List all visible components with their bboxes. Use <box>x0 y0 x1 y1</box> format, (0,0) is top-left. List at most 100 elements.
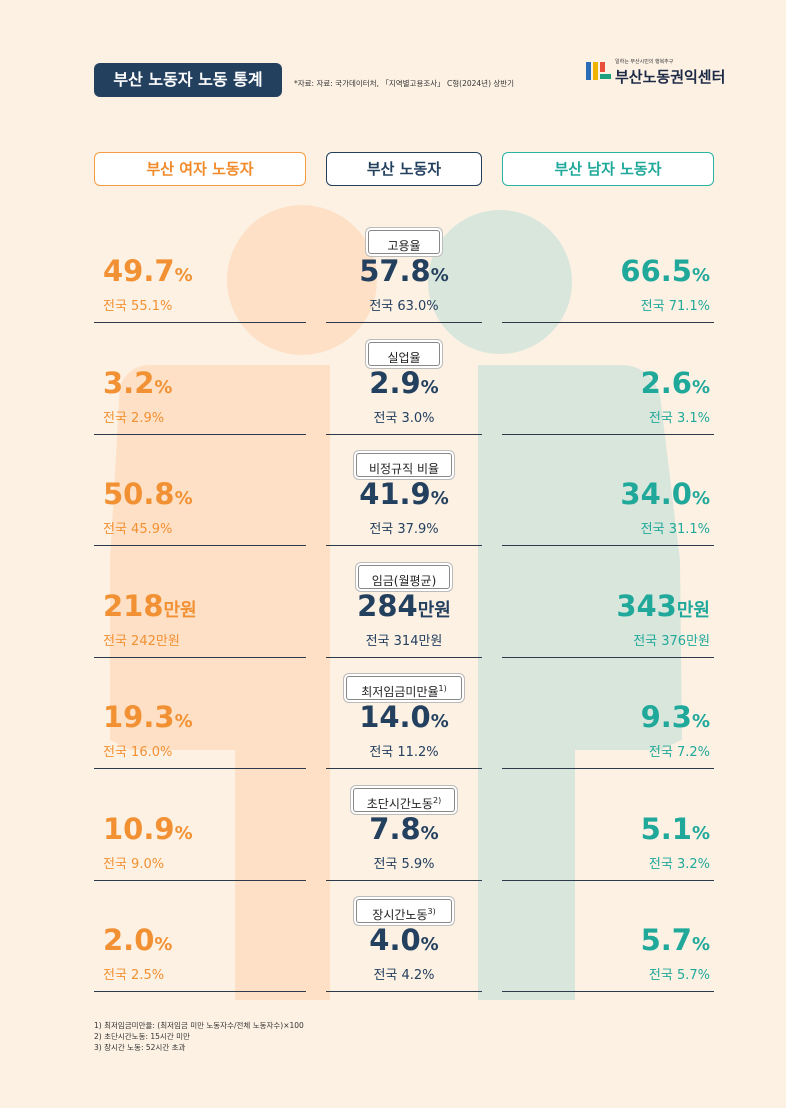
busan-value: 57.8% <box>326 254 482 288</box>
value-number: 66.5 <box>620 254 692 288</box>
value-number: 14.0 <box>359 700 431 734</box>
value-number: 2.0 <box>103 923 155 957</box>
value-unit: % <box>154 934 173 955</box>
footnote: 2) 초단시간노동: 15시간 미만 <box>94 1032 190 1041</box>
footnote: 3) 장시간 노동: 52시간 초과 <box>94 1043 186 1052</box>
value-unit: % <box>691 934 710 955</box>
logo-name: 부산노동권익센터 <box>615 68 726 86</box>
female-value: 218만원 <box>103 589 197 623</box>
busan-national-value: 전국 3.0% <box>373 410 435 426</box>
value-number: 34.0 <box>620 477 692 511</box>
male-value: 343만원 <box>502 589 710 623</box>
column-header-male: 부산 남자 노동자 <box>502 152 714 186</box>
row-divider <box>502 768 714 769</box>
value-unit: % <box>154 376 173 398</box>
male-value: 66.5% <box>502 254 710 288</box>
stat-label-text: 최저임금미만율 <box>361 685 439 699</box>
busan-national-value: 전국 63.0% <box>369 299 439 314</box>
column-header-female: 부산 여자 노동자 <box>94 152 306 186</box>
male-value: 5.7% <box>502 923 710 957</box>
logo-mark-icon <box>586 62 611 80</box>
value-unit: % <box>420 822 439 844</box>
busan-national-value: 전국 11.2% <box>369 745 439 760</box>
column-header-busan: 부산 노동자 <box>326 152 482 186</box>
value-number: 41.9 <box>359 477 431 511</box>
male-national-value: 전국 31.1% <box>640 522 710 537</box>
row-divider <box>94 991 306 992</box>
value-unit: % <box>430 711 449 732</box>
row-divider <box>94 322 306 323</box>
footnote-marker: 3) <box>427 907 436 916</box>
value-unit: % <box>174 822 193 844</box>
male-value: 5.1% <box>502 812 710 846</box>
row-divider <box>326 768 482 769</box>
female-national-value: 전국 55.1% <box>103 299 173 314</box>
stat-label-text: 장시간노동 <box>372 908 428 922</box>
stat-label: 초단시간노동2) <box>353 787 455 812</box>
male-national-value: 전국 71.1% <box>640 299 710 314</box>
busan-national-value: 전국 4.2% <box>373 968 435 983</box>
stat-label-text: 고용율 <box>387 239 421 253</box>
footnote-marker: 2) <box>433 795 442 805</box>
row-divider <box>502 656 714 658</box>
logo-tagline: 일하는 부산시민의 행복추구 <box>615 59 674 65</box>
value-unit: % <box>420 376 439 398</box>
value-unit: 만원 <box>417 599 451 621</box>
stat-label: 비정규직 비율 <box>356 453 452 477</box>
value-number: 7.8 <box>369 811 421 846</box>
female-value: 49.7% <box>103 254 193 288</box>
value-number: 5.1 <box>640 811 692 846</box>
center-logo: 일하는 부산시민의 행복추구 부산노동권익센터 <box>585 58 745 86</box>
value-number: 3.2 <box>103 365 155 400</box>
male-national-value: 전국 376만원 <box>633 633 710 649</box>
busan-value: 41.9% <box>326 477 482 511</box>
row-divider <box>502 322 714 323</box>
page-title: 부산 노동자 노동 통계 <box>94 63 282 97</box>
value-unit: % <box>691 711 710 732</box>
male-national-value: 전국 3.2% <box>648 856 710 872</box>
value-unit: % <box>691 822 710 844</box>
female-value: 3.2% <box>103 366 172 400</box>
value-unit: 만원 <box>676 599 710 621</box>
female-national-value: 전국 242만원 <box>103 633 180 649</box>
busan-national-value: 전국 5.9% <box>373 856 435 872</box>
value-unit: % <box>691 376 710 398</box>
value-number: 343 <box>616 588 677 623</box>
male-national-value: 전국 3.1% <box>648 410 710 426</box>
value-unit: % <box>430 488 449 509</box>
value-unit: % <box>174 488 193 509</box>
footnotes: 1) 최저임금미만율: (최저임금 미만 노동자수/전체 노동자수)×100 2… <box>94 1020 304 1053</box>
male-national-value: 전국 7.2% <box>648 745 710 760</box>
value-unit: % <box>420 934 439 955</box>
busan-value: 14.0% <box>326 700 482 734</box>
value-number: 284 <box>357 588 418 623</box>
male-value: 34.0% <box>502 477 710 511</box>
value-number: 57.8 <box>359 254 431 288</box>
row-divider <box>326 322 482 323</box>
row-divider <box>94 768 306 769</box>
female-national-value: 전국 45.9% <box>103 522 173 537</box>
value-number: 50.8 <box>103 477 175 511</box>
value-number: 19.3 <box>103 700 175 734</box>
stat-label: 장시간노동3) <box>356 899 452 923</box>
female-value: 19.3% <box>103 700 193 734</box>
value-number: 5.7 <box>640 923 692 957</box>
footnote-marker: 1) <box>438 684 447 693</box>
stat-label-text: 비정규직 비율 <box>368 462 440 476</box>
row-divider <box>502 433 714 435</box>
row-divider <box>326 433 482 435</box>
stat-label: 최저임금미만율1) <box>346 676 462 700</box>
row-divider <box>94 433 306 435</box>
value-number: 10.9 <box>103 811 175 846</box>
value-number: 49.7 <box>103 254 175 288</box>
stat-label-text: 실업율 <box>387 350 421 365</box>
female-value: 2.0% <box>103 923 172 957</box>
male-value: 2.6% <box>502 366 710 400</box>
female-national-value: 전국 2.9% <box>103 410 165 426</box>
row-divider <box>502 991 714 992</box>
row-divider <box>94 545 306 546</box>
value-unit: % <box>691 265 710 286</box>
row-divider <box>326 991 482 992</box>
value-number: 2.9 <box>369 365 421 400</box>
